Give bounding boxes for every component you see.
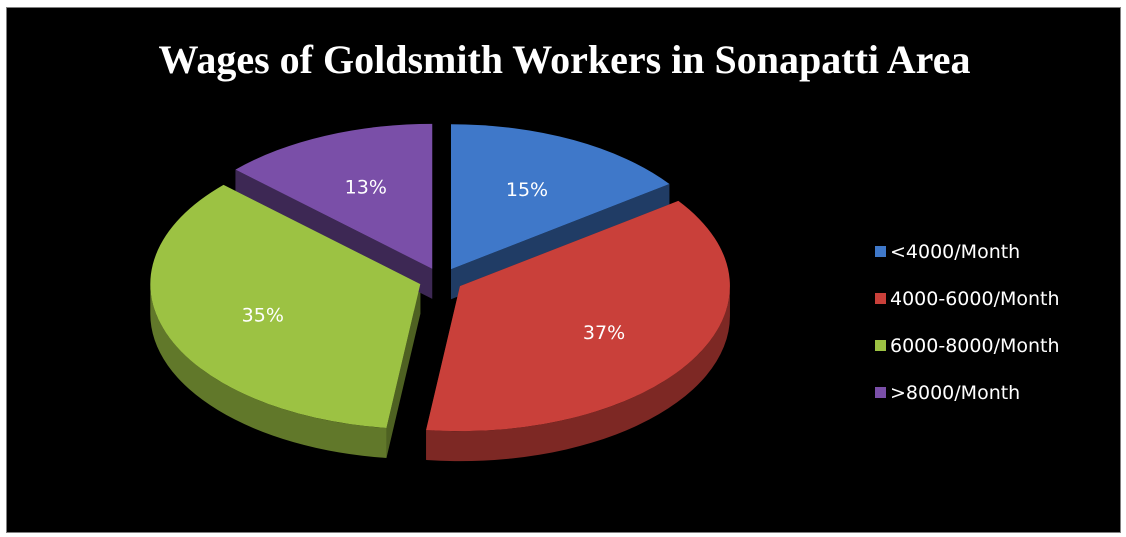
slice-data-label-lt-4000-month: 15% bbox=[506, 179, 548, 201]
slice-data-label-6000-8000-month: 35% bbox=[242, 305, 284, 327]
legend-item-6000-8000-month: 6000-8000/Month bbox=[875, 322, 1060, 369]
pie-slice-lt-4000-month bbox=[450, 124, 670, 270]
slice-data-label-4000-6000-month: 37% bbox=[583, 322, 625, 344]
pie-plot: 15% 37% 35% 13% bbox=[150, 123, 730, 462]
pie-slice-gt-8000-month bbox=[235, 123, 433, 269]
legend-item-gt-8000-month: >8000/Month bbox=[875, 369, 1060, 416]
slice-outer-wall-4000-6000-month-0 bbox=[426, 286, 730, 462]
legend-item-lt-4000-month: <4000/Month bbox=[875, 228, 1060, 275]
legend-item-4000-6000-month: 4000-6000/Month bbox=[875, 275, 1060, 322]
legend-label-4000-6000-month: 4000-6000/Month bbox=[890, 287, 1060, 310]
legend-swatch-gt-8000-month bbox=[875, 387, 886, 398]
pie-slice-4000-6000-month bbox=[426, 200, 730, 432]
legend-swatch-6000-8000-month bbox=[875, 340, 886, 351]
legend-label-6000-8000-month: 6000-8000/Month bbox=[890, 334, 1060, 357]
clipped-caption-strip bbox=[0, 0, 1126, 8]
chart-title: Wages of Goldsmith Workers in Sonapatti … bbox=[158, 37, 971, 82]
pie-slice-6000-8000-month bbox=[150, 184, 421, 428]
legend-swatch-lt-4000-month bbox=[875, 246, 886, 257]
legend-label-lt-4000-month: <4000/Month bbox=[890, 240, 1021, 263]
legend: <4000/Month 4000-6000/Month 6000-8000/Mont… bbox=[875, 228, 1060, 416]
chart-area: Wages of Goldsmith Workers in Sonapatti … bbox=[6, 7, 1121, 533]
legend-label-gt-8000-month: >8000/Month bbox=[890, 381, 1021, 404]
legend-swatch-4000-6000-month bbox=[875, 293, 886, 304]
slice-outer-wall-6000-8000-month-0 bbox=[150, 284, 387, 458]
slice-data-label-gt-8000-month: 13% bbox=[345, 176, 387, 198]
slice-radial-wall-6000-8000-month-0 bbox=[386, 284, 421, 458]
